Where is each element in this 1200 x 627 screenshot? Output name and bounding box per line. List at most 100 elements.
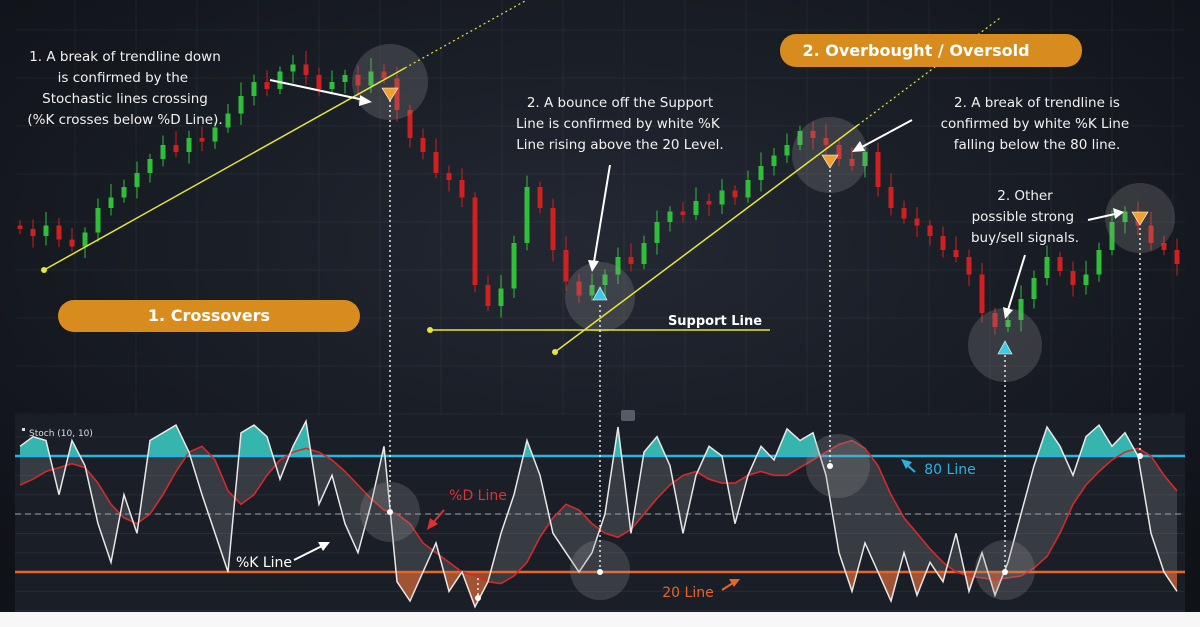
candle xyxy=(355,65,361,95)
candle xyxy=(1096,242,1102,282)
grid xyxy=(15,0,1185,415)
candle xyxy=(147,153,153,183)
candle xyxy=(875,142,881,197)
candle xyxy=(901,200,907,224)
candle xyxy=(589,273,595,301)
candle xyxy=(602,269,608,297)
candle xyxy=(719,178,725,214)
d-line xyxy=(19,439,1178,585)
annotation-bounce: 2. A bounce off the Support Line is confi… xyxy=(516,95,724,153)
candle xyxy=(264,70,270,97)
candle xyxy=(979,262,985,323)
candle xyxy=(1122,206,1128,234)
candle xyxy=(888,173,894,216)
candle xyxy=(485,275,491,312)
candle xyxy=(771,148,777,176)
candle xyxy=(641,235,647,270)
candle xyxy=(1018,285,1024,332)
candle xyxy=(316,67,322,97)
sell-signal-icon xyxy=(821,154,839,169)
candle xyxy=(290,55,296,84)
candle xyxy=(17,220,23,235)
candle xyxy=(498,274,504,318)
sell-signal-icon xyxy=(381,87,399,102)
candle xyxy=(693,187,699,221)
candle xyxy=(329,70,335,95)
candle xyxy=(1083,260,1089,295)
candle xyxy=(732,185,738,205)
candle xyxy=(459,168,465,207)
candle xyxy=(251,74,257,106)
k-line-label: %K Line xyxy=(236,555,292,571)
candle xyxy=(199,126,205,151)
annotation-other-signals: 2. Other possible strong buy/sell signals… xyxy=(971,188,1079,246)
candle xyxy=(1174,238,1180,276)
candle xyxy=(433,138,439,179)
buy-signal-icon xyxy=(997,340,1013,355)
support-line-label: Support Line xyxy=(668,314,762,329)
candle xyxy=(1044,245,1050,286)
candle xyxy=(1057,251,1063,277)
sell-signal-icon xyxy=(1131,211,1149,226)
kd-fill xyxy=(20,421,1177,607)
trendline-2 xyxy=(552,17,1001,355)
line20-label: 20 Line xyxy=(662,585,713,601)
k-line xyxy=(19,418,1178,609)
candle xyxy=(420,128,426,160)
oversold-fill xyxy=(20,572,1177,607)
annotation-arrows xyxy=(269,79,1124,561)
candle xyxy=(56,218,62,247)
candle xyxy=(1031,270,1037,309)
candle xyxy=(862,146,868,178)
candle xyxy=(810,121,816,150)
annotation-break-80: 2. A break of trendline is confirmed by w… xyxy=(941,95,1134,153)
line80-arrow-icon xyxy=(901,459,916,473)
candle xyxy=(563,236,569,291)
candle xyxy=(628,243,634,272)
candle xyxy=(95,198,101,242)
candle xyxy=(1109,210,1115,256)
annotation-break-down: 1. A break of trendline down is confirmed… xyxy=(27,49,222,128)
line80-label: 80 Line xyxy=(924,462,975,478)
candle xyxy=(524,175,530,251)
candle xyxy=(966,249,972,287)
candle xyxy=(797,125,803,151)
candle xyxy=(550,198,556,262)
candle xyxy=(472,192,478,293)
candle xyxy=(1161,235,1167,256)
candle xyxy=(940,226,946,258)
candle xyxy=(303,50,309,85)
candle xyxy=(407,104,413,148)
candle xyxy=(1070,261,1076,297)
crossovers-header: 1. Crossovers xyxy=(58,300,360,332)
panel-resize-button[interactable] xyxy=(621,410,635,421)
d-line-label: %D Line xyxy=(449,488,507,504)
signal-dots xyxy=(387,453,1143,601)
candle xyxy=(277,66,283,95)
candle xyxy=(654,210,660,255)
overbought-header: 2. Overbought / Oversold xyxy=(780,34,1082,67)
candle xyxy=(537,181,543,214)
candle xyxy=(238,82,244,126)
candle xyxy=(667,206,673,232)
candle xyxy=(30,219,36,248)
candle xyxy=(342,69,348,94)
overbought-title: 2. Overbought / Oversold xyxy=(802,41,1029,60)
candle xyxy=(446,165,452,192)
candle xyxy=(1148,211,1154,251)
candle xyxy=(160,135,166,167)
candle xyxy=(43,211,49,246)
trendline-1 xyxy=(41,0,526,273)
candle xyxy=(992,307,998,335)
candle xyxy=(121,179,127,203)
candle xyxy=(706,193,712,217)
candle xyxy=(511,235,517,298)
candle xyxy=(745,170,751,203)
candles xyxy=(17,50,1180,335)
candle xyxy=(173,131,179,158)
indicator-legend[interactable]: Stoch (10, 10) xyxy=(22,428,93,439)
signal-guides xyxy=(389,100,1141,598)
candle xyxy=(225,104,231,133)
candle xyxy=(927,220,933,246)
